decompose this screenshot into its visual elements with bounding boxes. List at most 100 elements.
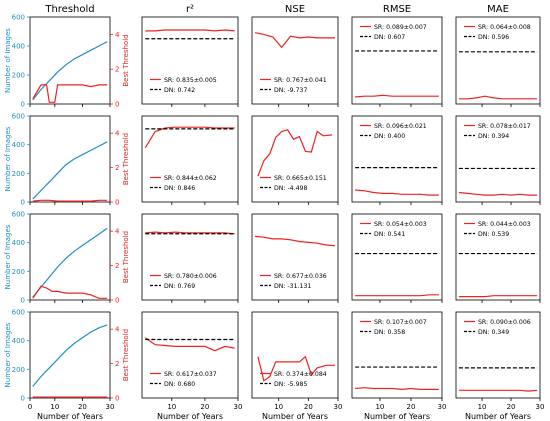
legend-sr-label: SR: 0.089±0.007 [374, 24, 427, 31]
rmse-sr-line [355, 294, 439, 297]
r2-sr-line [145, 231, 235, 235]
column-title: r² [186, 4, 194, 15]
x-tick-label: 30 [438, 403, 447, 411]
images-tick-label: 400 [12, 337, 25, 345]
threshold-axis-label: Best Threshold [122, 133, 130, 185]
threshold-tick-label: 0 [115, 297, 119, 305]
mae-sr-line [458, 95, 538, 100]
threshold-tick-label: 4 [115, 228, 120, 236]
legend-dn-label: DN: 0.742 [164, 87, 195, 94]
column-title: Threshold [44, 4, 94, 15]
x-tick-label: 0 [28, 403, 32, 411]
x-tick-label: 30 [536, 403, 545, 411]
legend-sr-label: SR: 0.090±0.006 [478, 319, 531, 326]
legend-sr-label: SR: 0.044±0.003 [478, 221, 531, 228]
r2-sr-line [144, 337, 235, 352]
legend-dn-label: DN: -31.131 [274, 283, 311, 290]
images-axis-label: Number of Images [4, 28, 12, 93]
r2-panel-frame [141, 115, 239, 203]
column-title: NSE [285, 4, 305, 15]
legend-sr-label: SR: 0.107±0.007 [374, 319, 427, 326]
legend-sr-label: SR: 0.374±0.084 [274, 371, 327, 378]
legend-sr-label: SR: 0.096±0.021 [374, 123, 427, 130]
images-tick-label: 400 [12, 141, 25, 149]
rmse-panel-frame [351, 115, 443, 203]
x-axis-label: Number of Years [262, 412, 328, 421]
threshold-tick-label: 0 [115, 199, 119, 207]
threshold-panel-frame [29, 311, 111, 399]
images-series-line [32, 227, 108, 298]
rmse-panel-frame [351, 16, 443, 105]
images-tick-label: 400 [12, 43, 25, 51]
nse-sr-line [254, 235, 336, 247]
r2-panel-frame [141, 213, 239, 301]
legend-sr-label: SR: 0.767±0.041 [274, 77, 327, 84]
images-tick-label: 0 [21, 395, 25, 403]
legend-sr-label: SR: 0.835±0.005 [164, 77, 217, 84]
images-tick-label: 600 [12, 211, 25, 219]
threshold-tick-label: 0 [115, 395, 119, 403]
legend-dn-label: DN: 0.349 [478, 329, 509, 336]
images-tick-label: 600 [12, 14, 25, 22]
images-tick-label: 0 [21, 101, 25, 109]
legend-sr-label: SR: 0.078±0.017 [478, 123, 531, 130]
x-tick-label: 20 [304, 403, 313, 411]
rmse-panel-frame [351, 213, 443, 301]
legend-dn-label: DN: 0.541 [374, 231, 405, 238]
mae-panel-frame [455, 213, 541, 301]
x-tick-label: 30 [334, 403, 343, 411]
nse-sr-line [257, 129, 333, 177]
nse-panel-frame [251, 16, 339, 105]
legend-dn-label: DN: 0.539 [478, 231, 509, 238]
threshold-axis-label: Best Threshold [122, 231, 130, 283]
x-tick-label: 20 [78, 403, 87, 411]
legend-sr-label: SR: 0.844±0.062 [164, 175, 217, 182]
legend-dn-label: DN: 0.358 [374, 329, 405, 336]
images-tick-label: 600 [12, 309, 25, 317]
legend-dn-label: DN: 0.769 [164, 283, 195, 290]
x-axis-label: Number of Years [465, 412, 531, 421]
nse-sr-line [254, 32, 335, 49]
x-tick-label: 20 [407, 403, 416, 411]
rmse-sr-line [355, 387, 439, 391]
threshold-series-line [32, 84, 108, 103]
x-tick-label: 10 [375, 403, 384, 411]
images-axis-label: Number of Images [4, 224, 12, 289]
x-tick-label: 30 [234, 403, 243, 411]
x-axis-label: Number of Years [364, 412, 430, 421]
nse-panel-frame [251, 115, 339, 203]
rmse-sr-line [355, 94, 439, 98]
threshold-panel-frame [29, 16, 111, 105]
threshold-tick-label: 2 [115, 66, 119, 74]
legend-dn-label: DN: -4.498 [274, 185, 307, 192]
threshold-tick-label: 0 [115, 101, 119, 109]
images-tick-label: 200 [12, 268, 25, 276]
mae-panel-frame [455, 16, 541, 105]
images-series-line [32, 324, 108, 387]
images-axis-label: Number of Images [4, 126, 12, 191]
x-axis-label: Number of Years [157, 412, 223, 421]
threshold-tick-label: 4 [115, 31, 120, 39]
x-tick-label: 10 [50, 403, 59, 411]
rmse-sr-line [355, 189, 439, 196]
x-tick-label: 20 [200, 403, 209, 411]
threshold-axis-label: Best Threshold [122, 329, 130, 381]
images-series-line [32, 41, 108, 101]
mae-panel-frame [455, 311, 541, 399]
legend-dn-label: DN: 0.846 [164, 185, 195, 192]
legend-dn-label: DN: 0.680 [164, 381, 195, 388]
images-tick-label: 0 [21, 199, 25, 207]
column-title: RMSE [383, 4, 411, 15]
images-tick-label: 200 [12, 72, 25, 80]
mae-sr-line [458, 295, 538, 298]
nse-sr-line [257, 355, 335, 382]
r2-panel-frame [141, 311, 239, 399]
legend-dn-label: DN: 0.596 [478, 34, 509, 41]
threshold-tick-label: 2 [115, 360, 119, 368]
images-axis-label: Number of Images [4, 322, 12, 387]
x-tick-label: 20 [507, 403, 516, 411]
nse-panel-frame [251, 311, 339, 399]
legend-dn-label: DN: 0.394 [478, 133, 509, 140]
legend-sr-label: SR: 0.617±0.037 [164, 371, 217, 378]
threshold-series-line [32, 285, 108, 299]
